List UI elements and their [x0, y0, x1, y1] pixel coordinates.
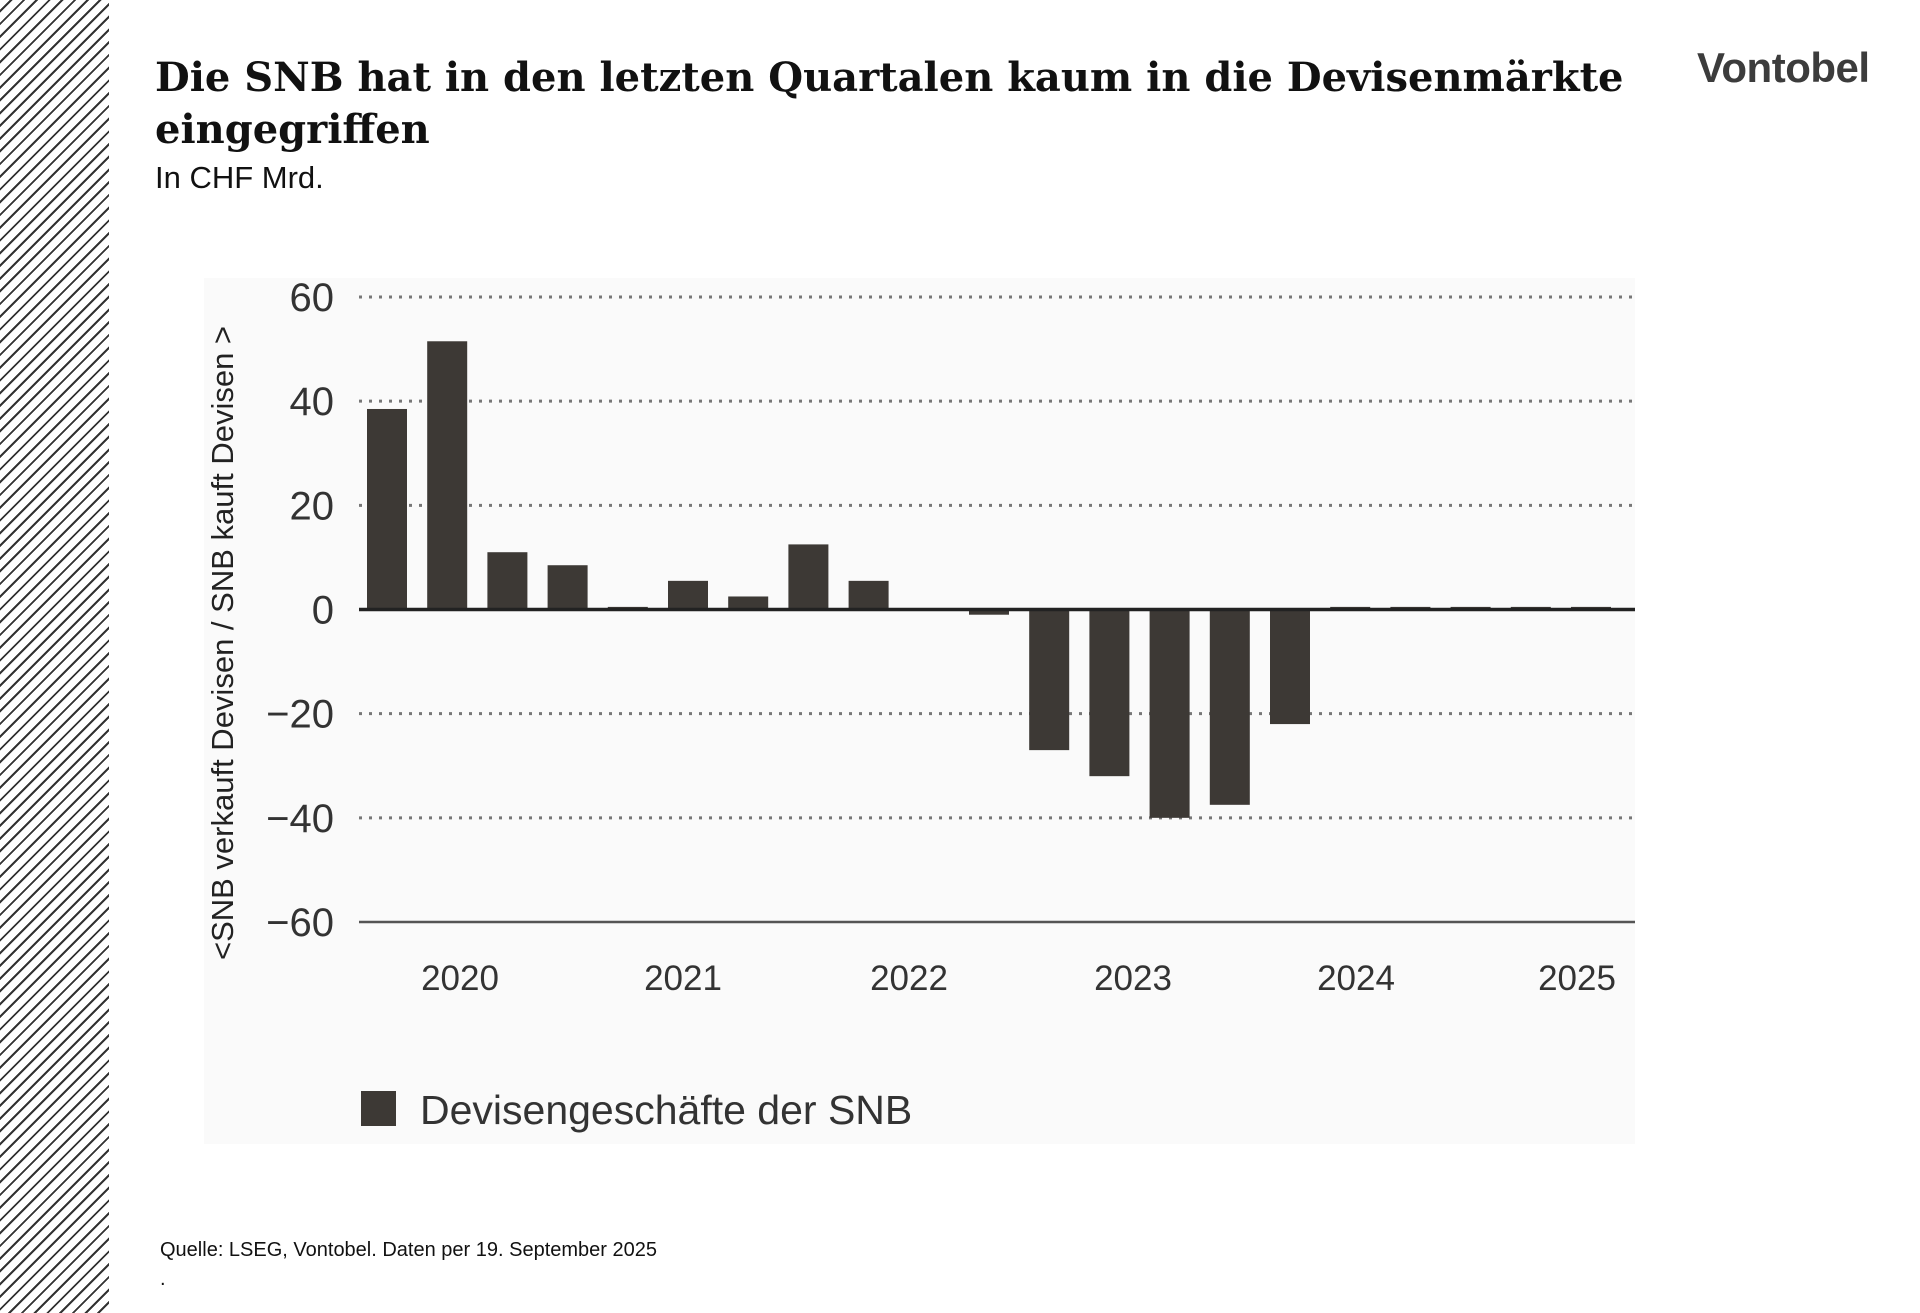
bar	[1089, 609, 1130, 777]
x-tick-label: 2021	[644, 959, 722, 998]
bar	[728, 596, 769, 610]
legend-swatch	[361, 1091, 396, 1126]
hatched-side-strip	[0, 0, 109, 1313]
bar	[427, 341, 468, 610]
vontobel-logo: Vontobel	[1697, 44, 1870, 91]
bar	[547, 565, 588, 610]
y-tick-label: 60	[290, 276, 335, 320]
footer-dot: .	[160, 1268, 166, 1290]
x-tick-label: 2022	[870, 959, 948, 998]
bar	[367, 408, 407, 610]
legend-label: Devisengeschäfte der SNB	[420, 1087, 912, 1133]
y-tick-label: 0	[312, 589, 334, 633]
x-tick-label: 2023	[1094, 959, 1172, 998]
x-tick-label: 2020	[421, 959, 499, 998]
x-tick-label: 2024	[1317, 959, 1395, 998]
source-note: Quelle: LSEG, Vontobel. Daten per 19. Se…	[160, 1239, 657, 1261]
bar	[848, 580, 889, 610]
page-title: Die SNB hat in den letzten Quartalen kau…	[155, 54, 1624, 153]
page-subtitle: In CHF Mrd.	[155, 160, 324, 195]
bar	[788, 544, 829, 610]
x-tick-label: 2025	[1538, 959, 1616, 998]
bar	[1149, 609, 1190, 818]
bar	[487, 552, 528, 610]
y-tick-label: −20	[266, 693, 334, 737]
y-tick-label: 40	[290, 380, 335, 424]
bar	[668, 580, 708, 610]
bar	[969, 609, 1009, 615]
y-tick-label: −60	[266, 901, 334, 945]
bar	[1209, 609, 1250, 805]
bar	[1029, 609, 1070, 751]
bar	[1270, 609, 1310, 725]
y-tick-label: 20	[290, 484, 335, 528]
y-tick-label: −40	[266, 797, 334, 841]
y-axis-label: <SNB verkauft Devisen / SNB kauft Devise…	[205, 326, 240, 960]
chart-panel	[204, 278, 1635, 1144]
